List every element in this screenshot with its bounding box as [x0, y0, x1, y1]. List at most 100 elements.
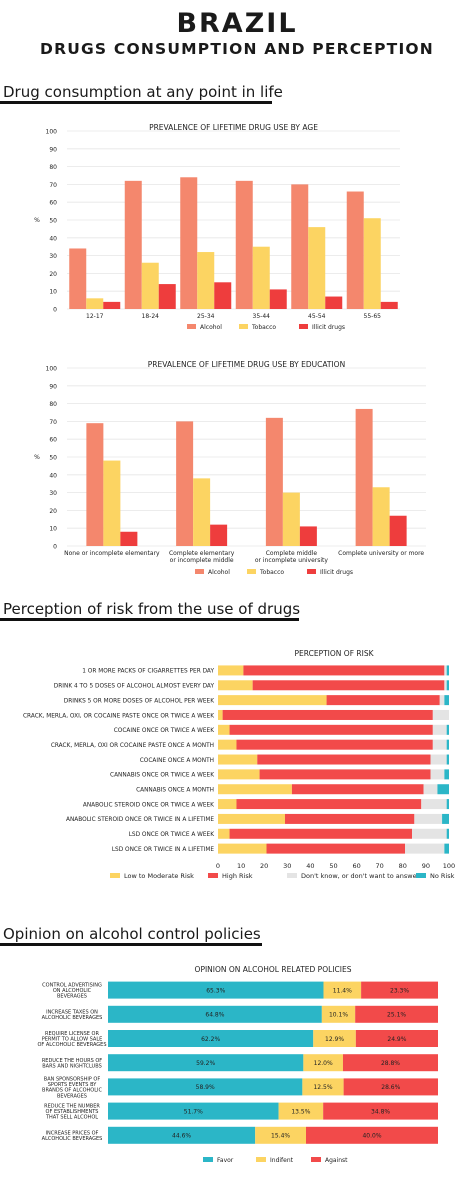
- bar-segment: [446, 680, 449, 691]
- data-label: 11.4%: [333, 987, 352, 994]
- category-label: 1 OR MORE PACKS OF CIGARRETTES PER DAY: [82, 669, 214, 675]
- bar-segment: [405, 843, 445, 854]
- data-label: 34.8%: [371, 1108, 390, 1115]
- category-label: LSD ONCE OR TWICE IN A LIFETIME: [112, 847, 215, 853]
- category-label: ANABOLIC STEROID ONCE OR TWICE IN A LIFE…: [66, 817, 214, 823]
- bar-illicit-drugs: [120, 531, 138, 546]
- bar-segment: [444, 695, 449, 706]
- category-label: REDUCE THE NUMBER: [44, 1104, 100, 1110]
- bar-segment: [108, 1102, 279, 1120]
- bar-alcohol: [235, 180, 253, 309]
- y-tick-label: 20: [49, 508, 57, 515]
- bar-segment: [236, 799, 422, 810]
- legend-swatch: [247, 569, 256, 574]
- bar-tobacco: [252, 246, 270, 309]
- category-label: THAT SELL ALCOHOL: [45, 1115, 98, 1121]
- x-tick-label: None or incomplete elementary: [64, 550, 160, 557]
- category-label: ANABOLIC STEROID ONCE OR TWICE A WEEK: [83, 802, 214, 808]
- y-tick-label: 10: [49, 526, 57, 533]
- legend-swatch: [307, 569, 316, 574]
- bar-alcohol: [69, 248, 87, 309]
- bar-segment: [218, 769, 260, 780]
- bar-segment: [218, 843, 267, 854]
- section-title-consumption: Drug consumption at any point in life: [3, 83, 283, 101]
- bar-segment: [218, 709, 223, 720]
- category-label: REQUIRE LICENSE OR: [45, 1031, 99, 1037]
- legend-swatch: [208, 873, 218, 878]
- x-tick-label: 50: [329, 862, 337, 870]
- bar-illicit-drugs: [389, 515, 407, 546]
- bar-tobacco: [103, 460, 121, 546]
- legend-swatch: [299, 324, 308, 329]
- y-tick-label: 30: [49, 253, 57, 260]
- x-tick-label: Complete middle: [266, 550, 318, 557]
- bar-illicit-drugs: [380, 301, 398, 309]
- bar-segment: [323, 1102, 438, 1120]
- bar-segment: [323, 981, 362, 999]
- bar-segment: [412, 828, 447, 839]
- x-tick-label: 55-65: [364, 313, 382, 320]
- bar-alcohol: [291, 184, 309, 309]
- bar-segment: [432, 739, 447, 750]
- bar-tobacco: [308, 227, 326, 309]
- legend-label: High Risk: [222, 872, 253, 880]
- category-label: BEVERAGES: [57, 1093, 87, 1099]
- bar-segment: [252, 680, 445, 691]
- category-label: CANNABIS ONCE A MONTH: [136, 788, 214, 794]
- legend-swatch: [187, 324, 196, 329]
- bar-segment: [446, 799, 449, 810]
- bar-segment: [306, 1126, 438, 1144]
- chart-age: PREVALENCE OF LIFETIME DRUG USE BY AGE 0 1…: [34, 123, 400, 331]
- y-tick-label: 60: [49, 200, 57, 207]
- legend-label: Against: [325, 1157, 348, 1164]
- bar-illicit-drugs: [214, 282, 232, 309]
- bar-segment: [432, 724, 447, 735]
- x-tick-label: 30: [283, 862, 291, 870]
- bar-tobacco: [197, 252, 215, 309]
- bar-tobacco: [193, 478, 211, 546]
- bar-segment: [355, 1030, 438, 1047]
- legend-label: Tobacco: [259, 569, 284, 576]
- y-tick-label: 40: [49, 472, 57, 479]
- data-label: 28.8%: [381, 1060, 400, 1067]
- data-label: 62.2%: [201, 1036, 220, 1043]
- y-axis-label: %: [34, 217, 40, 224]
- chart-title: OPINION ON ALCOHOL RELATED POLICIES: [195, 965, 352, 974]
- data-label: 40.0%: [362, 1133, 381, 1140]
- bar-segment: [313, 1030, 356, 1047]
- bar-segment: [361, 981, 438, 999]
- bar-alcohol: [355, 408, 373, 546]
- x-tick-label: 40: [306, 862, 314, 870]
- y-tick-label: 90: [49, 146, 57, 153]
- bar-segment: [218, 828, 230, 839]
- legend-label: Tobacco: [251, 324, 276, 331]
- legend-swatch: [416, 873, 426, 878]
- bar-alcohol: [176, 421, 194, 546]
- y-tick-label: 100: [46, 366, 58, 373]
- bar-segment: [421, 799, 447, 810]
- x-tick-label: 0: [216, 862, 220, 870]
- bar-tobacco: [86, 298, 104, 309]
- bar-segment: [108, 1054, 304, 1072]
- legend-label: Don't know, or don't want to answer: [301, 872, 420, 880]
- data-label: 59.2%: [196, 1060, 215, 1067]
- bar-segment: [437, 784, 449, 795]
- data-label: 23.3%: [390, 987, 409, 994]
- category-label: OF ALCOHOLIC BEVERAGES: [37, 1042, 106, 1048]
- category-label: COCAINE ONCE OR TWICE A WEEK: [114, 728, 214, 734]
- bar-segment: [355, 1005, 438, 1023]
- legend-label: Alcohol: [200, 324, 222, 331]
- x-tick-label: 45-54: [308, 313, 326, 320]
- section-rule: [0, 618, 299, 621]
- bar-segment: [218, 665, 244, 676]
- bar-segment: [446, 828, 449, 839]
- x-tick-label: 20: [260, 862, 268, 870]
- y-tick-label: 80: [49, 401, 57, 408]
- bar-segment: [108, 1078, 303, 1096]
- category-label: CANNABIS ONCE OR TWICE A WEEK: [110, 773, 214, 779]
- chart-title: PREVALENCE OF LIFETIME DRUG USE BY AGE: [149, 123, 318, 132]
- bar-segment: [444, 843, 449, 854]
- legend-swatch: [239, 324, 248, 329]
- chart-title: PREVALENCE OF LIFETIME DRUG USE BY EDUCA…: [148, 360, 345, 369]
- bar-segment: [291, 784, 424, 795]
